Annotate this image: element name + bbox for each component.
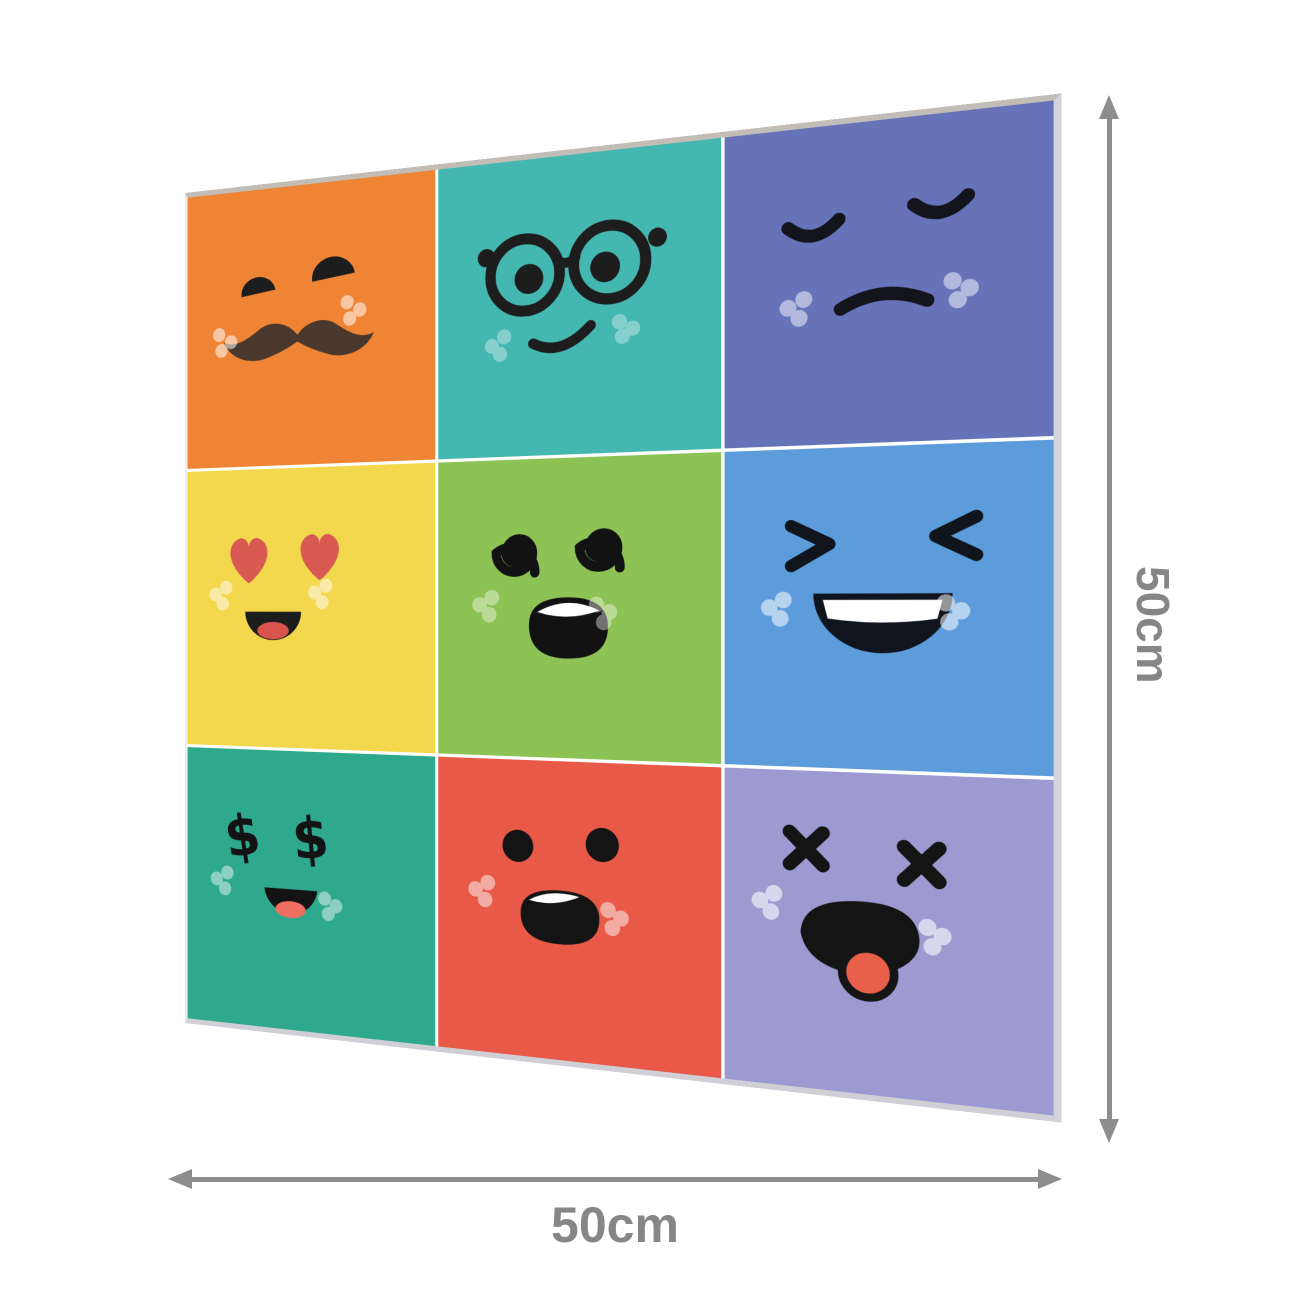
product-dimension-diagram: { "diagram": { "subject": "emoji-face-ti… (0, 0, 1300, 1300)
arrow-down-icon (1099, 1119, 1119, 1143)
tile-money-eyes-face: $ $ (188, 747, 435, 1046)
heart-eyes-face-icon (188, 463, 435, 753)
heart-eye (300, 534, 338, 581)
tile-dizzy-face (438, 452, 722, 763)
panel-scene: $ $ (185, 193, 991, 1023)
tile-grid: $ $ (188, 101, 1054, 1116)
tile-heart-eyes-face (188, 463, 435, 753)
emoji-tile-panel: $ $ (185, 93, 1062, 1122)
dizzy-face-icon (438, 452, 722, 763)
width-dimension-arrow (168, 1168, 1062, 1192)
dollar-eye: $ (220, 802, 264, 871)
tongue (842, 946, 894, 999)
height-dimension-label: 50cm (1126, 566, 1180, 684)
dollar-eye: $ (289, 805, 331, 873)
tile-displeased-face (725, 101, 1054, 449)
freckles (210, 579, 333, 611)
glasses-face-icon (438, 138, 722, 460)
arrow-right-icon (1038, 1169, 1062, 1189)
arrow-line (1107, 109, 1112, 1129)
tile-dead-face (725, 767, 1054, 1115)
tile-shocked-face (438, 756, 722, 1078)
mustache-face-icon (188, 170, 435, 469)
dead-face-icon (725, 767, 1054, 1115)
tile-laughing-face (725, 440, 1054, 776)
tile-mustache-face (188, 170, 435, 469)
freckles (484, 313, 639, 363)
height-dimension-arrow (1098, 95, 1122, 1143)
tile-glasses-face (438, 138, 722, 460)
width-dimension-label: 50cm (168, 1196, 1062, 1254)
money-eyes-face-icon: $ $ (188, 747, 435, 1046)
laughing-face-icon (725, 440, 1054, 776)
displeased-face-icon (725, 101, 1054, 449)
heart-eye (230, 538, 267, 584)
shocked-face-icon (438, 756, 722, 1078)
arrow-line (182, 1177, 1048, 1182)
